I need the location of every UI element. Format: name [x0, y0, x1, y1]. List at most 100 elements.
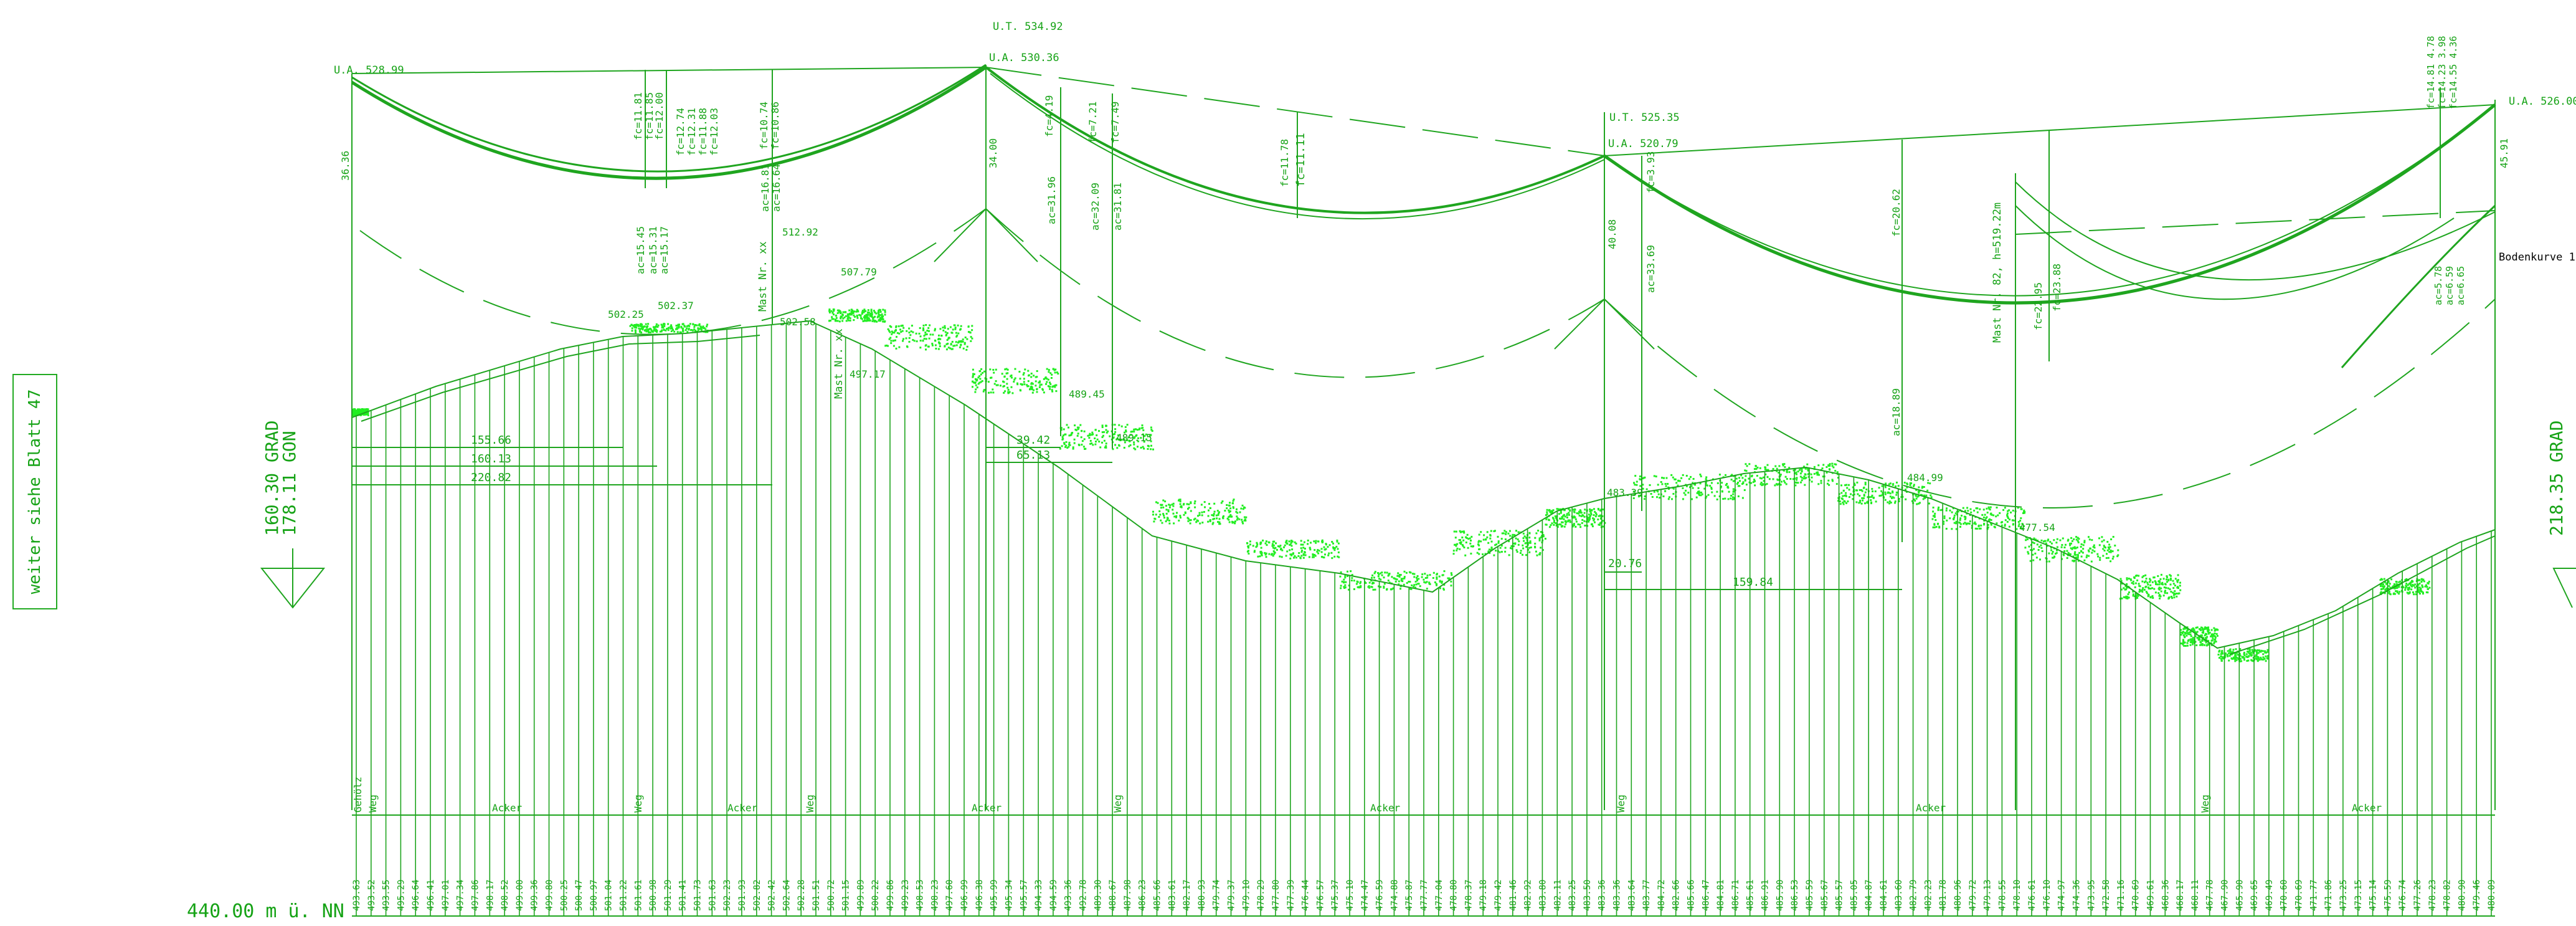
laser-point [2258, 657, 2260, 660]
laser-point [631, 327, 633, 330]
laser-point [1150, 444, 1152, 447]
station-value: 502.42 [767, 879, 777, 911]
laser-point [1737, 485, 1740, 487]
laser-point [1275, 542, 1277, 545]
laser-point [1778, 465, 1781, 467]
laser-point [1721, 482, 1723, 484]
laser-point [1413, 584, 1416, 586]
laser-point [982, 371, 983, 374]
laser-point [1860, 489, 1863, 491]
laser-point [668, 327, 670, 329]
laser-point [871, 313, 873, 315]
laser-point [2405, 586, 2408, 588]
laser-point [2251, 659, 2253, 662]
laser-point [1700, 475, 1702, 477]
laser-point [2216, 634, 2218, 637]
laser-point [1155, 501, 1157, 504]
laser-point [884, 345, 887, 347]
laser-point [1398, 576, 1401, 578]
laser-point [1753, 468, 1756, 470]
laser-point [2024, 547, 2027, 549]
laser-point [352, 410, 354, 413]
laser-point [1784, 466, 1786, 469]
laser-point [1779, 484, 1782, 486]
laser-point [863, 311, 865, 313]
laser-point [2418, 586, 2421, 589]
laser-point [1472, 545, 1474, 548]
laser-point [1776, 484, 1779, 486]
laser-point [1827, 479, 1830, 482]
laser-point [939, 338, 942, 340]
laser-point [2166, 576, 2168, 578]
laser-point [971, 329, 973, 332]
laser-point [1522, 544, 1524, 547]
laser-point [2409, 583, 2412, 585]
laser-point [1134, 428, 1137, 431]
laser-point [1986, 516, 1988, 518]
station-value: 479.10 [1241, 879, 1251, 911]
laser-point [1350, 570, 1352, 573]
laser-point [2222, 652, 2224, 655]
laser-point [1675, 482, 1678, 484]
fc-12: fc=7.49 [1109, 102, 1121, 143]
laser-point [1589, 510, 1591, 513]
laser-point [642, 327, 644, 329]
laser-point [1552, 509, 1555, 512]
station-value: 495.34 [1004, 879, 1014, 911]
continuation-note: weiter siehe Blatt 47 [12, 374, 57, 609]
laser-point [2207, 632, 2210, 635]
laser-point [2025, 539, 2027, 542]
laser-point [1276, 548, 1278, 551]
laser-point [1320, 551, 1323, 553]
laser-point [640, 323, 642, 325]
laser-point [1460, 542, 1462, 544]
laser-point [1744, 469, 1746, 472]
laser-point [2407, 587, 2409, 589]
laser-point [2040, 547, 2043, 549]
laser-point [879, 311, 882, 313]
laser-point [1193, 502, 1196, 505]
laser-point [1713, 495, 1716, 497]
laser-point [661, 329, 663, 332]
laser-point [1006, 386, 1009, 389]
laser-point [1217, 521, 1219, 523]
laser-point [2087, 549, 2090, 551]
laser-point [951, 341, 954, 343]
laser-point [687, 324, 689, 327]
laser-point [1697, 487, 1700, 489]
laser-point [938, 334, 940, 337]
laser-point [1169, 504, 1172, 507]
laser-point [2398, 586, 2400, 588]
laser-point [2407, 588, 2409, 591]
laser-point [1294, 555, 1296, 557]
laser-point [2185, 630, 2188, 632]
laser-point [2189, 631, 2192, 633]
laser-point [856, 317, 859, 319]
laser-point [2154, 580, 2156, 583]
laser-point [678, 323, 680, 326]
laser-point [2123, 587, 2125, 589]
laser-point [1023, 383, 1026, 386]
laser-point [1236, 515, 1238, 518]
laser-point [1579, 510, 1582, 512]
laser-point [2394, 586, 2397, 588]
laser-point [2184, 641, 2186, 644]
laser-point [2085, 556, 2088, 558]
laser-point [1240, 507, 1243, 510]
laser-point [925, 338, 927, 340]
station-value: 501.15 [841, 879, 851, 911]
laser-point [1984, 513, 1986, 516]
laser-point [926, 333, 928, 335]
laser-point [1989, 513, 1992, 515]
laser-point [1162, 513, 1165, 515]
laser-point [629, 325, 632, 327]
laser-point [1510, 547, 1512, 550]
laser-point [1324, 548, 1326, 551]
laser-point [2166, 575, 2168, 578]
laser-point [2266, 657, 2268, 660]
laser-point [2258, 649, 2260, 652]
laser-point [1441, 581, 1443, 584]
laser-point [2073, 546, 2076, 548]
laser-point [865, 313, 868, 316]
ua-label-3: U.A. 520.79 [1608, 138, 1679, 150]
